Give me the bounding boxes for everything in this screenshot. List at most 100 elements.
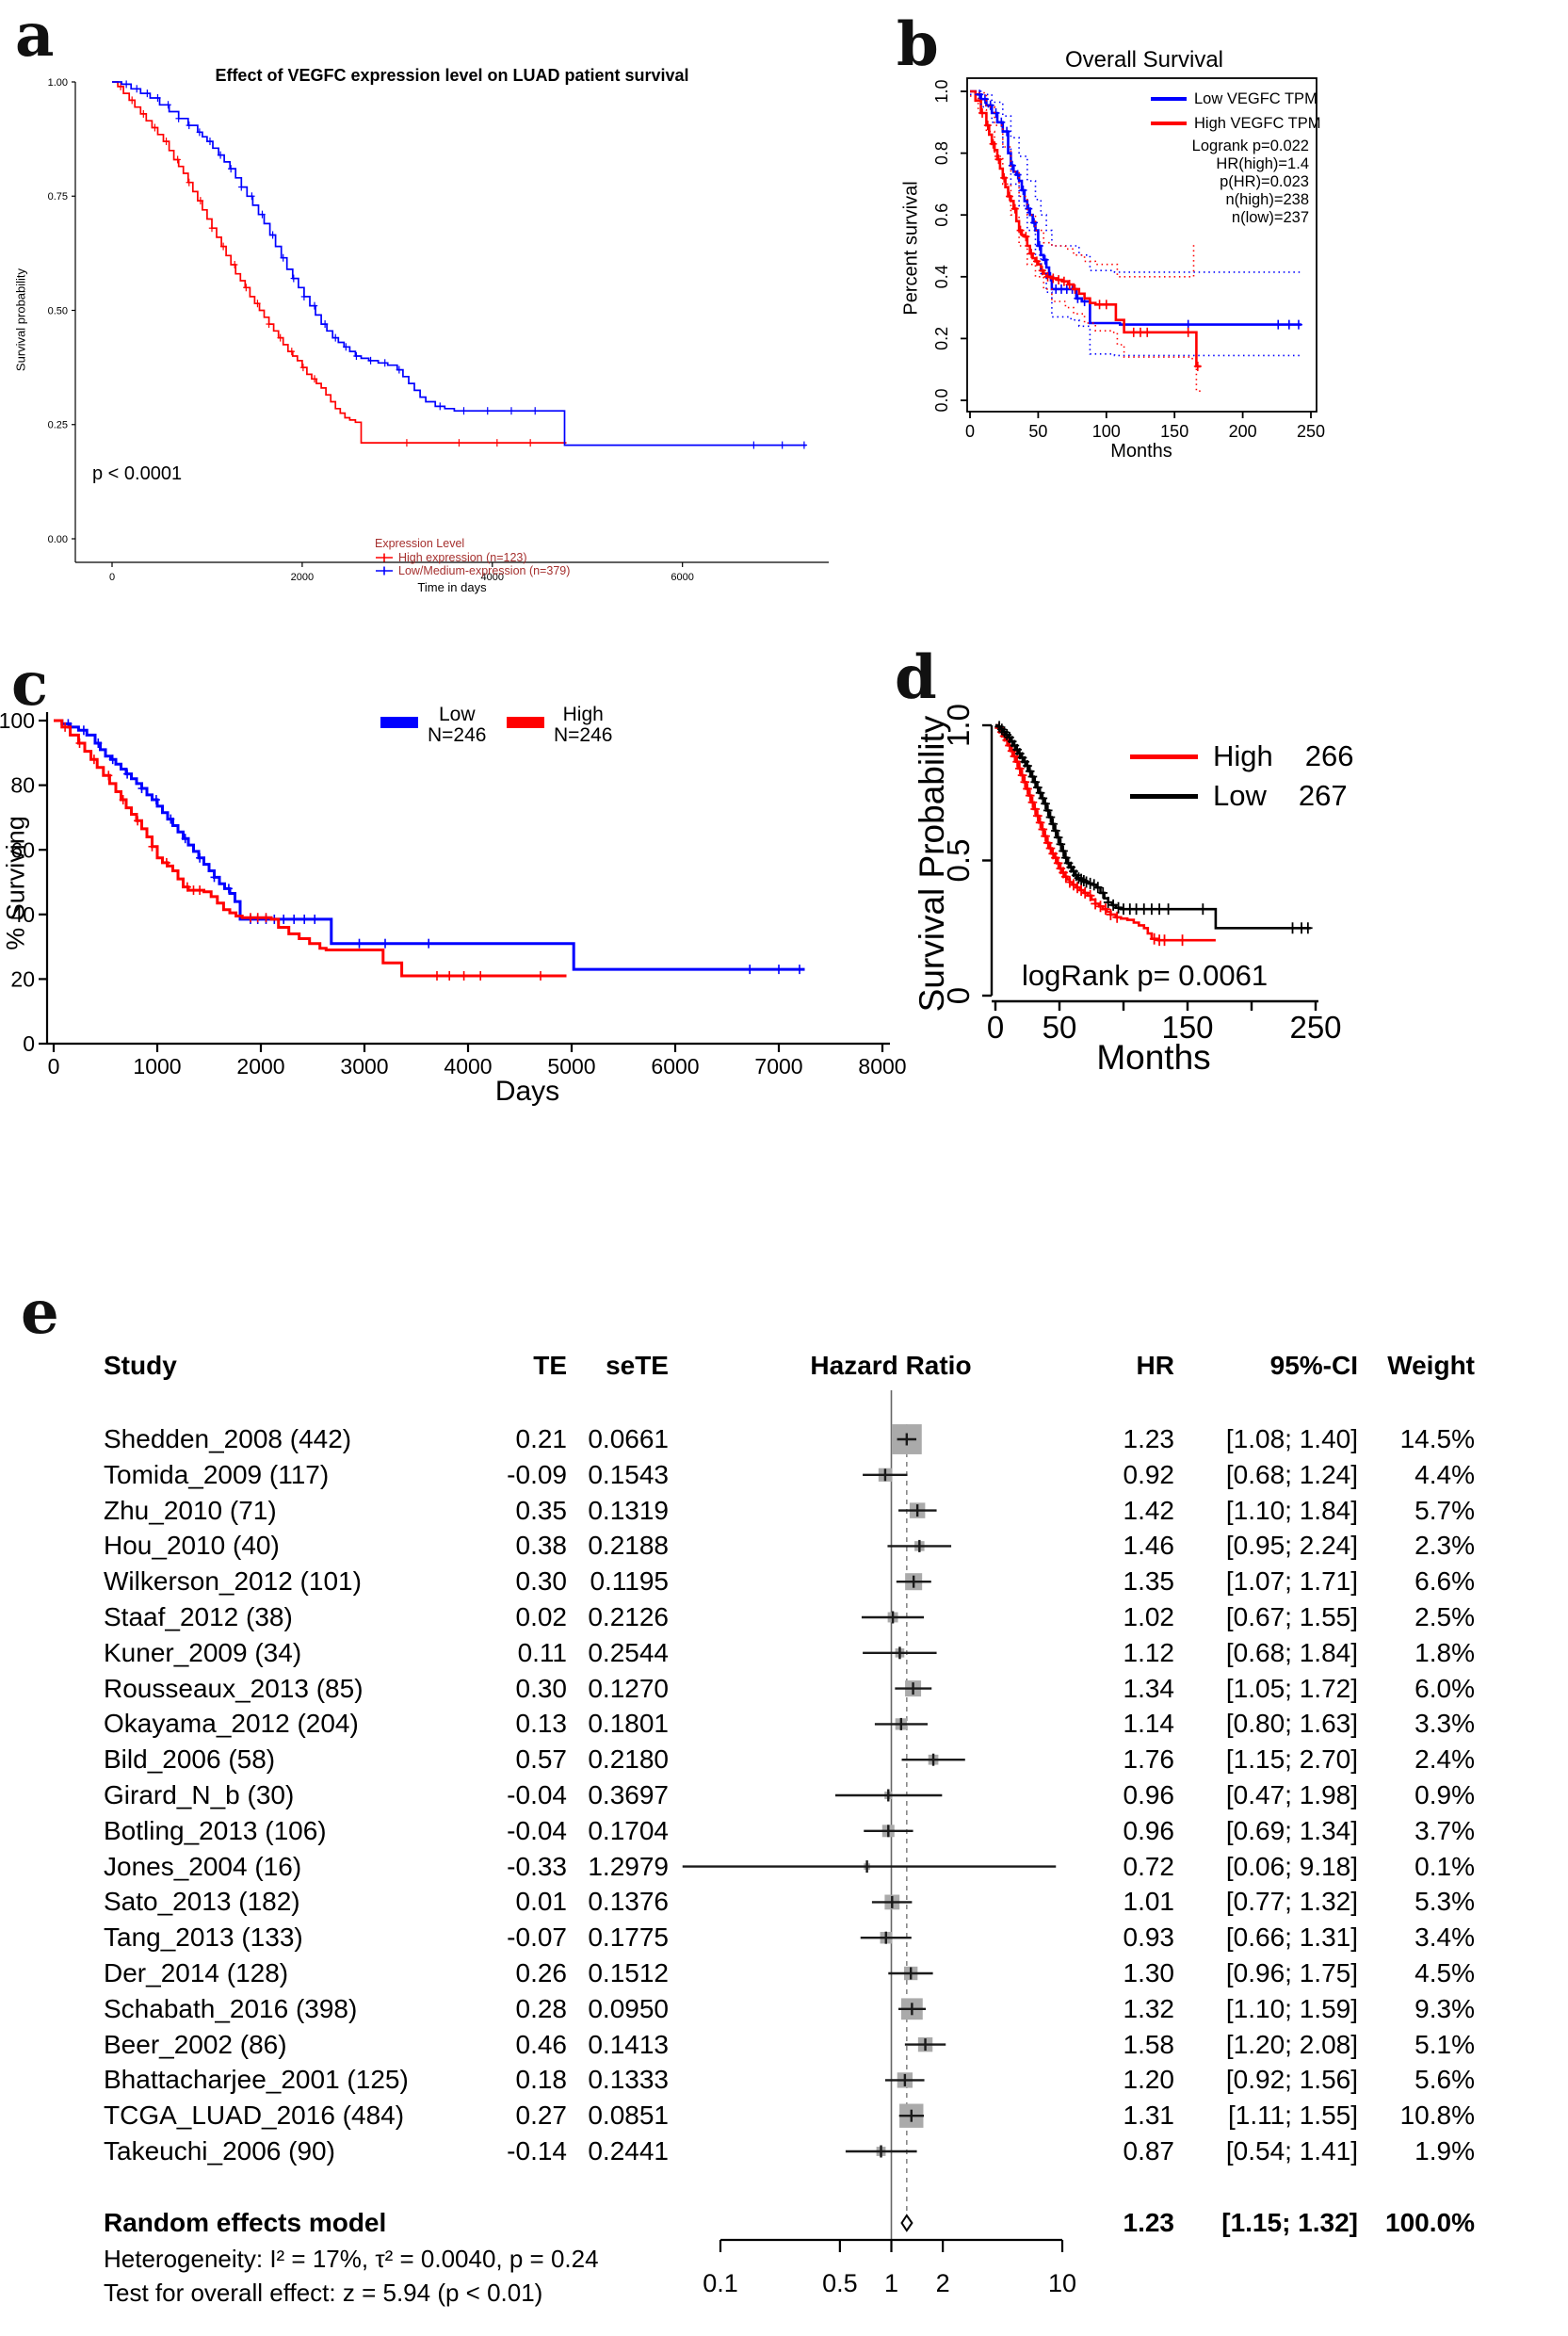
forest-row-weight: 1.8% (1414, 1637, 1475, 1667)
chart-d-legend: High 266 Low 267 (1130, 737, 1354, 816)
x-tick-label: 2000 (236, 1054, 284, 1079)
forest-row-sete: 0.0661 (588, 1424, 669, 1453)
x-tick-label: 250 (1297, 422, 1325, 441)
forest-row-weight: 14.5% (1399, 1424, 1475, 1453)
legend-item-low: Low N=246 (380, 705, 486, 746)
forest-row-te: 0.30 (515, 1566, 568, 1597)
y-tick-label: 0.8 (932, 141, 951, 165)
panel-label-c: c (11, 649, 48, 720)
line-swatch-icon (1130, 793, 1198, 799)
y-tick-label: 0.6 (932, 203, 951, 227)
forest-row-hr: 1.12 (1123, 1637, 1175, 1667)
forest-row-weight: 4.4% (1414, 1459, 1475, 1489)
y-tick-label: 100 (0, 708, 35, 733)
forest-header-weight: Weight (1387, 1351, 1475, 1380)
legend-item-label: High (1213, 739, 1273, 772)
forest-header-ci: 95%-CI (1269, 1351, 1358, 1380)
forest-row-ci: [0.92; 1.56] (1225, 2065, 1358, 2095)
forest-row-weight: 0.9% (1414, 1780, 1475, 1809)
x-tick-label: 0 (965, 422, 975, 441)
forest-row-sete: 0.0950 (588, 1993, 669, 2023)
forest-summary-ci: [1.15; 1.32] (1221, 2208, 1358, 2237)
forest-row-ci: [1.15; 2.70] (1225, 1744, 1358, 1775)
forest-row-ci: [1.20; 2.08] (1225, 2029, 1358, 2059)
forest-row-ci: [0.77; 1.32] (1225, 1887, 1358, 1917)
legend-item-low: Low VEGFC TPM (1151, 87, 1320, 111)
forest-axis-tick-label: 0.5 (822, 2269, 858, 2297)
y-tick-label: 80 (10, 773, 35, 798)
forest-row-sete: 0.1270 (588, 1673, 669, 1703)
forest-row-weight: 9.3% (1414, 1993, 1475, 2023)
forest-row-weight: 0.1% (1414, 1851, 1475, 1881)
forest-row-study: Hou_2010 (40) (104, 1531, 280, 1561)
y-tick-label: 0 (23, 1031, 35, 1056)
x-tick-label: 150 (1161, 1010, 1213, 1045)
y-tick-label: 0.0 (932, 388, 951, 412)
forest-row-ci: [1.08; 1.40] (1225, 1424, 1358, 1453)
forest-row-hr: 0.87 (1123, 2136, 1175, 2166)
forest-summary-label: Random effects model (104, 2208, 387, 2237)
forest-row-sete: 0.1775 (588, 1922, 669, 1953)
forest-row-study: Bild_2006 (58) (104, 1744, 276, 1775)
forest-axis-tick-label: 2 (936, 2269, 950, 2297)
forest-row-weight: 1.9% (1414, 2136, 1475, 2166)
forest-row-ci: [0.54; 1.41] (1225, 2136, 1358, 2166)
x-tick-label: 6000 (651, 1054, 699, 1079)
forest-header-study: Study (104, 1351, 177, 1380)
legend-item-label: High expression (n=123) (398, 550, 527, 564)
stat-logrank: Logrank p=0.022 (1191, 138, 1309, 154)
forest-row-sete: 0.2180 (588, 1744, 669, 1775)
y-tick-label: 40 (10, 902, 35, 927)
y-tick-label: 1.0 (941, 704, 976, 747)
x-tick-label: 1000 (133, 1054, 181, 1079)
forest-row-sete: 0.1543 (588, 1459, 669, 1489)
forest-row-study: Kuner_2009 (34) (104, 1637, 302, 1667)
forest-row-sete: 0.2544 (588, 1637, 669, 1667)
chart-d-pvalue: logRank p= 0.0061 (1022, 959, 1269, 992)
forest-row-study: Bhattacharjee_2001 (125) (104, 2065, 409, 2095)
forest-row-te: 0.26 (515, 1958, 568, 1987)
forest-row-study: Shedden_2008 (442) (104, 1424, 352, 1453)
legend-item-label: High VEGFC TPM (1194, 114, 1321, 132)
chart-a-pvalue: p < 0.0001 (92, 463, 183, 484)
legend-item-label: Low (438, 704, 476, 725)
forest-axis-tick-label: 1 (884, 2269, 898, 2297)
chart-d-y-axis-label: Survival Probability (913, 715, 951, 1013)
forest-row-hr: 1.58 (1123, 2029, 1175, 2059)
forest-row-study: Tomida_2009 (117) (104, 1459, 330, 1489)
forest-summary-diamond (900, 2214, 913, 2232)
chart-c-x-axis-label: Days (494, 1076, 560, 1107)
forest-row-hr: 0.92 (1123, 1459, 1175, 1489)
forest-row-hr: 0.72 (1123, 1851, 1175, 1881)
km-curve-high (54, 719, 567, 978)
forest-row-sete: 0.1319 (588, 1495, 669, 1525)
x-tick-label: 8000 (858, 1054, 906, 1079)
bar-swatch-icon (507, 717, 544, 728)
legend-item-high: High expression (n=123) (375, 551, 570, 565)
km-ci-curve (970, 90, 1301, 273)
stat-nhigh: n(high)=238 (1225, 191, 1309, 208)
plus-line-marker-icon (376, 553, 393, 562)
forest-row-hr: 1.42 (1123, 1495, 1175, 1525)
forest-row-ci: [1.11; 1.55] (1227, 2101, 1358, 2131)
legend-item-label: Low VEGFC TPM (1194, 89, 1317, 107)
km-curve-high-expression-n-123- (112, 81, 567, 444)
legend-item-label: Low/Medium-expression (n=379) (398, 564, 571, 577)
km-curve-low-medium-expression-n-379- (112, 81, 806, 446)
forest-row-te: 0.46 (515, 2029, 568, 2059)
forest-row-weight: 6.6% (1414, 1566, 1475, 1597)
panel-label-b: b (897, 9, 939, 80)
forest-row-ci: [0.66; 1.31] (1225, 1922, 1358, 1953)
forest-row-hr: 1.20 (1123, 2065, 1175, 2095)
x-tick-label: 6000 (671, 572, 693, 583)
forest-axis-tick-label: 0.1 (703, 2269, 738, 2297)
plot-frame (966, 77, 1317, 413)
forest-row-hr: 1.01 (1123, 1887, 1175, 1917)
chart-d-x-axis-label: Months (1096, 1038, 1211, 1077)
x-tick-label: 4000 (444, 1054, 492, 1079)
forest-row-sete: 0.1333 (588, 2065, 669, 2095)
x-tick-label: 100 (1092, 422, 1121, 441)
forest-row-sete: 0.1195 (590, 1566, 669, 1597)
forest-row-study: Schabath_2016 (398) (104, 1993, 358, 2023)
forest-row-te: 0.57 (515, 1744, 568, 1775)
